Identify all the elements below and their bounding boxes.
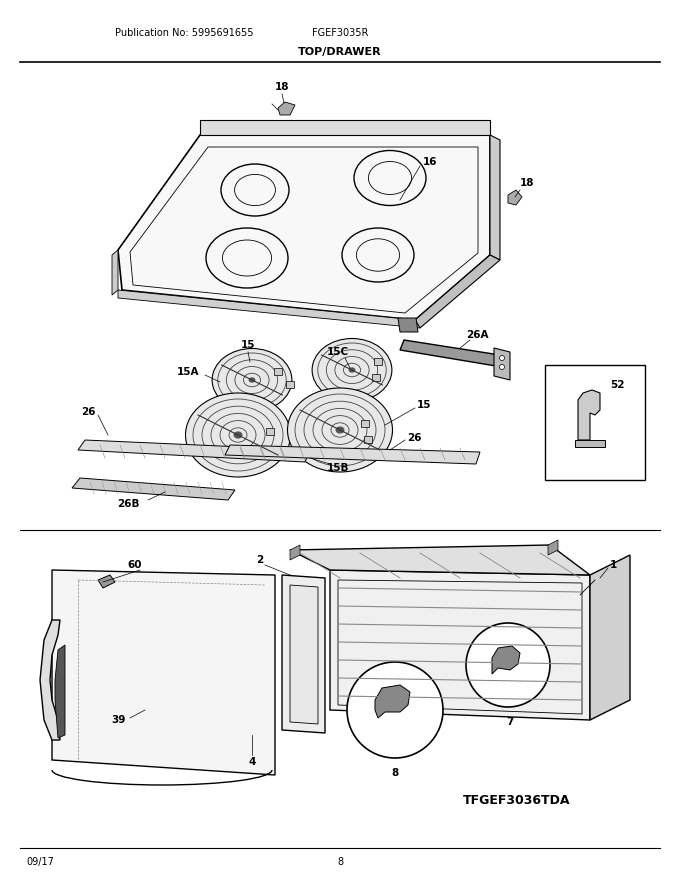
Ellipse shape <box>349 367 356 373</box>
Text: 15: 15 <box>417 400 431 410</box>
Polygon shape <box>40 620 60 740</box>
Text: 4: 4 <box>248 757 256 767</box>
Polygon shape <box>492 646 520 674</box>
Text: 18: 18 <box>520 178 534 188</box>
Polygon shape <box>118 290 420 328</box>
Bar <box>364 436 372 443</box>
Polygon shape <box>575 440 605 447</box>
Ellipse shape <box>233 431 243 438</box>
Text: 52: 52 <box>610 380 624 390</box>
Polygon shape <box>330 570 590 720</box>
Text: TFGEF3036TDA: TFGEF3036TDA <box>462 794 570 806</box>
Bar <box>372 374 380 381</box>
Polygon shape <box>118 135 490 320</box>
Polygon shape <box>290 545 590 575</box>
Text: TOP/DRAWER: TOP/DRAWER <box>299 47 381 57</box>
Ellipse shape <box>212 348 292 412</box>
Circle shape <box>500 364 505 370</box>
Bar <box>266 428 274 435</box>
Polygon shape <box>375 685 410 718</box>
Bar <box>361 420 369 427</box>
Ellipse shape <box>249 378 256 383</box>
Polygon shape <box>225 445 480 464</box>
Polygon shape <box>590 555 630 720</box>
Text: 26B: 26B <box>117 499 139 509</box>
Text: 15B: 15B <box>327 463 350 473</box>
Polygon shape <box>548 540 558 555</box>
Polygon shape <box>55 645 65 738</box>
Bar <box>274 368 282 375</box>
Ellipse shape <box>186 393 290 477</box>
Text: 18: 18 <box>275 82 289 92</box>
Circle shape <box>466 623 550 707</box>
Ellipse shape <box>288 388 392 472</box>
Polygon shape <box>415 255 500 328</box>
Ellipse shape <box>335 427 345 434</box>
Text: FGEF3035R: FGEF3035R <box>312 28 368 38</box>
Text: Publication No: 5995691655: Publication No: 5995691655 <box>115 28 254 38</box>
Polygon shape <box>78 440 310 462</box>
Text: 15C: 15C <box>327 347 349 357</box>
Text: 2: 2 <box>256 555 264 565</box>
Polygon shape <box>290 585 318 724</box>
Text: 1: 1 <box>609 560 617 570</box>
Text: 09/17: 09/17 <box>26 857 54 867</box>
Circle shape <box>347 662 443 758</box>
Text: 15: 15 <box>241 340 255 350</box>
Circle shape <box>500 356 505 361</box>
Text: 26: 26 <box>81 407 95 417</box>
Bar <box>286 381 294 388</box>
Polygon shape <box>98 575 115 588</box>
Text: 8: 8 <box>392 768 398 778</box>
Polygon shape <box>200 120 490 135</box>
Text: 39: 39 <box>111 715 125 725</box>
Text: 7: 7 <box>507 717 513 727</box>
Bar <box>545 365 645 480</box>
Polygon shape <box>278 102 295 115</box>
Polygon shape <box>494 348 510 380</box>
Polygon shape <box>578 390 600 440</box>
Text: 60: 60 <box>128 560 142 570</box>
Polygon shape <box>52 570 275 775</box>
Text: 26: 26 <box>407 433 421 443</box>
Ellipse shape <box>312 339 392 401</box>
Polygon shape <box>490 135 500 260</box>
Polygon shape <box>400 340 500 366</box>
Polygon shape <box>72 478 235 500</box>
Text: 8: 8 <box>337 857 343 867</box>
Polygon shape <box>112 250 118 295</box>
Text: 26A: 26A <box>466 330 488 340</box>
Bar <box>374 358 382 365</box>
Text: 15A: 15A <box>177 367 199 377</box>
Polygon shape <box>282 575 325 733</box>
Polygon shape <box>398 318 418 332</box>
Text: 16: 16 <box>423 157 437 167</box>
Bar <box>276 446 284 453</box>
Polygon shape <box>290 545 300 560</box>
Polygon shape <box>508 190 522 205</box>
